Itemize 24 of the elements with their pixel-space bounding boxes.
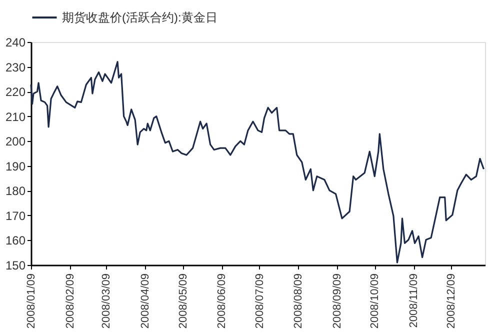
- x-tick-label: 2008/05/09: [177, 274, 190, 329]
- x-tick-label: 2008/02/09: [64, 274, 76, 329]
- y-tick-label: 240: [5, 36, 26, 50]
- y-tick-label: 160: [5, 234, 26, 248]
- x-tick-label: 2008/09/09: [332, 274, 344, 329]
- y-tick-label: 230: [5, 60, 26, 74]
- x-tick-label: 2008/11/09: [408, 274, 420, 328]
- x-tick-label: 2008/08/09: [292, 274, 305, 329]
- y-tick-label: 190: [5, 159, 26, 174]
- y-tick-label: 210: [5, 110, 26, 124]
- x-tick-label: 2008/12/09: [446, 274, 458, 329]
- x-tick-label: 2008/06/09: [216, 274, 228, 329]
- x-tick-label: 2008/07/09: [254, 274, 266, 329]
- y-tick-label: 150: [5, 258, 26, 272]
- x-tick-label: 2008/10/09: [369, 274, 382, 329]
- x-tick-label: 2008/01/09: [26, 274, 38, 329]
- y-tick-label: 170: [5, 208, 26, 223]
- y-tick-label: 180: [5, 184, 26, 198]
- x-tick-label: 2008/04/09: [140, 274, 152, 329]
- x-tick-label: 2008/03/09: [100, 274, 113, 329]
- line-series: [30, 61, 485, 264]
- legend-label: 期货收盘价(活跃合约):黄金日: [62, 10, 218, 24]
- y-tick-label: 200: [5, 134, 26, 149]
- y-tick-label: 220: [5, 85, 26, 100]
